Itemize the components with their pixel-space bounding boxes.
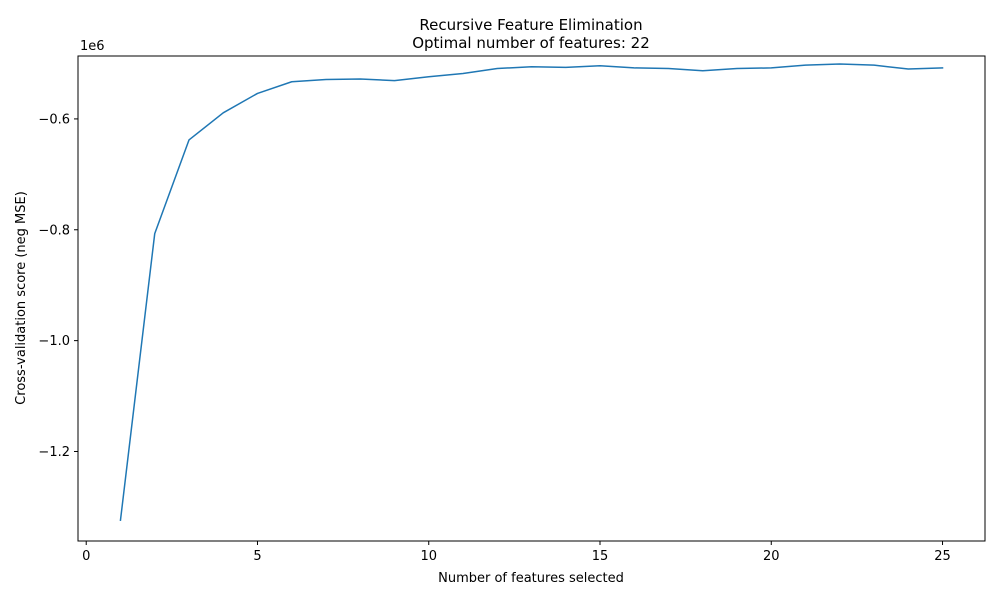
x-tick-label: 15 xyxy=(592,549,609,564)
x-tick-label: 20 xyxy=(763,549,780,564)
y-offset-text: 1e6 xyxy=(80,39,105,54)
plot-layer xyxy=(119,63,944,522)
y-tick-label: −1.0 xyxy=(38,334,70,349)
series-line xyxy=(119,63,944,522)
axes-frame xyxy=(77,55,986,542)
y-axis-label: Cross-validation score (neg MSE) xyxy=(14,191,29,405)
ticks-layer: 0 5 10 15 20 25 −0.6 −0.8 −1.0 −1.2 xyxy=(38,112,950,564)
x-tick-label: 25 xyxy=(934,549,951,564)
y-tick-label: −0.8 xyxy=(38,223,70,238)
x-tick-label: 0 xyxy=(82,549,90,564)
chart-title: Recursive Feature Elimination xyxy=(419,16,642,34)
y-tick-label: −1.2 xyxy=(38,445,70,460)
chart-subtitle: Optimal number of features: 22 xyxy=(412,34,650,52)
x-axis-label: Number of features selected xyxy=(438,571,624,586)
x-tick-label: 5 xyxy=(253,549,261,564)
y-tick-label: −0.6 xyxy=(38,112,70,127)
x-tick-label: 10 xyxy=(420,549,437,564)
